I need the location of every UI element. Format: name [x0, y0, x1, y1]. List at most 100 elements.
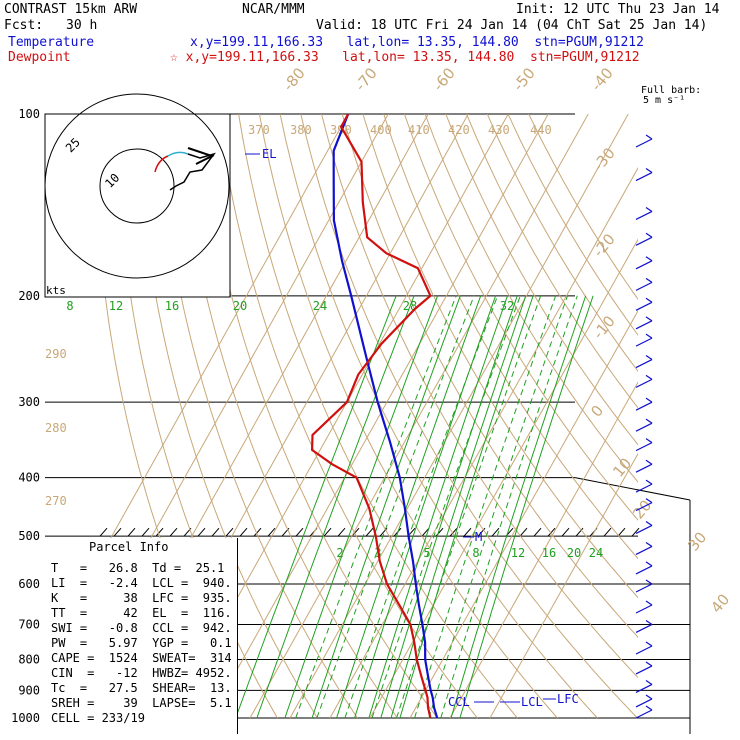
wind-barb-flag — [645, 561, 653, 567]
init-time: Init: 12 UTC Thu 23 Jan 14 — [516, 2, 720, 17]
wind-barb-flag — [645, 541, 653, 547]
dry-adiabat-line — [155, 114, 358, 719]
hatch-mark — [155, 527, 164, 537]
temperature-trace — [332, 114, 439, 719]
parcel-info-row: CELL = 233/19 — [51, 711, 145, 725]
wind-barb — [635, 236, 653, 246]
dry-adiabat-line — [445, 114, 638, 446]
hodograph: 25 10 kts — [44, 93, 231, 298]
center-title: NCAR/MMM — [242, 2, 305, 17]
hatch-mark — [617, 527, 626, 537]
isotherm-line — [409, 309, 638, 719]
wind-barb-flag — [645, 694, 653, 700]
mixing-ratio-label: 12 — [109, 299, 123, 313]
parcel-info-row: TT = 42 EL = 116. — [51, 606, 232, 620]
theta-label: 440 — [530, 123, 552, 137]
mixing-ratio-label: 16 — [165, 299, 179, 313]
moist-adiabat-line — [256, 295, 415, 719]
theta-label: 380 — [290, 123, 312, 137]
barb-key-line1: Full barb: — [641, 85, 702, 96]
parcel-info-row: K = 38 LFC = 935. — [51, 591, 232, 605]
wind-barb — [635, 502, 653, 512]
wind-barb-flag — [645, 206, 653, 212]
mixing-ratio-label: 16 — [542, 546, 556, 560]
hatch-mark — [477, 527, 486, 537]
wind-barb-flag — [645, 316, 653, 322]
wind-barb-flag — [645, 641, 653, 647]
hatch-mark — [533, 527, 542, 537]
hatch-mark — [519, 527, 528, 537]
parcel-info-row: SREH = 39 LAPSE= 5.1 — [51, 696, 232, 710]
theta-label: 280 — [45, 421, 67, 435]
hodograph-trace-cyan — [167, 151, 189, 157]
isotherm-tick-label: 20 — [629, 496, 655, 522]
hodograph-trace-black — [169, 152, 216, 191]
wind-barb — [635, 583, 653, 593]
isotherm-tick-label: -30 — [589, 144, 619, 174]
sounding-traces — [310, 114, 439, 719]
dry-adiabat-line — [341, 114, 638, 638]
isotherm-line — [369, 238, 638, 719]
wind-barb-flag — [645, 520, 653, 526]
dry-adiabat-line — [300, 114, 638, 719]
moist-adiabat-line — [311, 295, 461, 719]
wind-barb — [635, 463, 653, 473]
parcel-info-panel: Parcel Info T = 26.8 Td = 25.1 LI = -2.4… — [45, 538, 238, 734]
hatch-mark — [491, 527, 500, 537]
mixing-ratio-line — [459, 295, 594, 719]
forecast-value: 30 h — [66, 18, 98, 33]
dry-adiabat-line — [238, 114, 518, 719]
wind-barb — [635, 210, 653, 221]
wind-barb-flag — [645, 418, 653, 424]
annotation-label: M — [475, 530, 482, 544]
level-annotations: EL M CCL LCL LFC — [245, 147, 579, 709]
wind-barb-flag — [645, 333, 653, 339]
model-title: CONTRAST 15km ARW — [4, 2, 138, 17]
wind-barb-flag — [645, 256, 653, 262]
wind-barb — [635, 442, 653, 452]
moist-adiabat-line — [380, 295, 518, 719]
wind-barb — [635, 524, 653, 535]
theta-label: 370 — [248, 123, 270, 137]
pressure-tick-label: 1000 — [11, 711, 40, 725]
wind-barb — [635, 565, 653, 575]
annotation-label: LCL — [521, 695, 543, 709]
hatch-mark — [197, 527, 206, 537]
mixing-ratio-label: 12 — [511, 546, 525, 560]
hatch-mark — [239, 527, 248, 537]
isotherm-tick-label: -20 — [589, 230, 619, 260]
dry-adiabat-line — [176, 114, 398, 719]
mixing-ratio-label: 8 — [66, 299, 73, 313]
hatch-mark — [169, 527, 178, 537]
wind-barb — [635, 337, 653, 347]
pressure-tick-label: 900 — [18, 683, 40, 697]
isotherm-tick-label: 0 — [587, 402, 607, 421]
wind-barb — [635, 401, 653, 411]
isotherm-tick-label: 10 — [609, 454, 635, 480]
wind-barb-flag — [645, 232, 653, 238]
dry-adiabat-line — [258, 114, 558, 719]
pressure-tick-label: 400 — [18, 471, 40, 485]
wind-barb — [635, 665, 653, 675]
dry-adiabat-line — [279, 114, 598, 719]
moist-adiabat-line — [336, 295, 482, 719]
mixing-ratio-label: 24 — [313, 299, 327, 313]
isotherm-line — [289, 114, 629, 719]
wind-barb-flag — [645, 600, 653, 606]
annotation-label: CCL — [448, 695, 470, 709]
hatch-mark — [575, 527, 584, 537]
parcel-info-row: CIN = -12 HWBZ= 4952. — [51, 666, 232, 680]
dry-adiabat-line — [383, 114, 638, 560]
dry-adiabat-line — [486, 114, 638, 373]
parcel-info-row: T = 26.8 Td = 25.1 — [51, 561, 225, 575]
hatch-mark — [253, 527, 262, 537]
wind-barb — [635, 138, 653, 148]
annotation-label: EL — [262, 147, 276, 161]
moist-adiabat-line — [235, 295, 397, 719]
hatch-mark — [267, 527, 276, 537]
moist-adiabat-line — [354, 295, 497, 719]
isotherm-tick-label: -80 — [279, 64, 309, 94]
wind-barb — [635, 698, 653, 708]
theta-label: 410 — [408, 123, 430, 137]
wind-barb — [635, 301, 653, 311]
